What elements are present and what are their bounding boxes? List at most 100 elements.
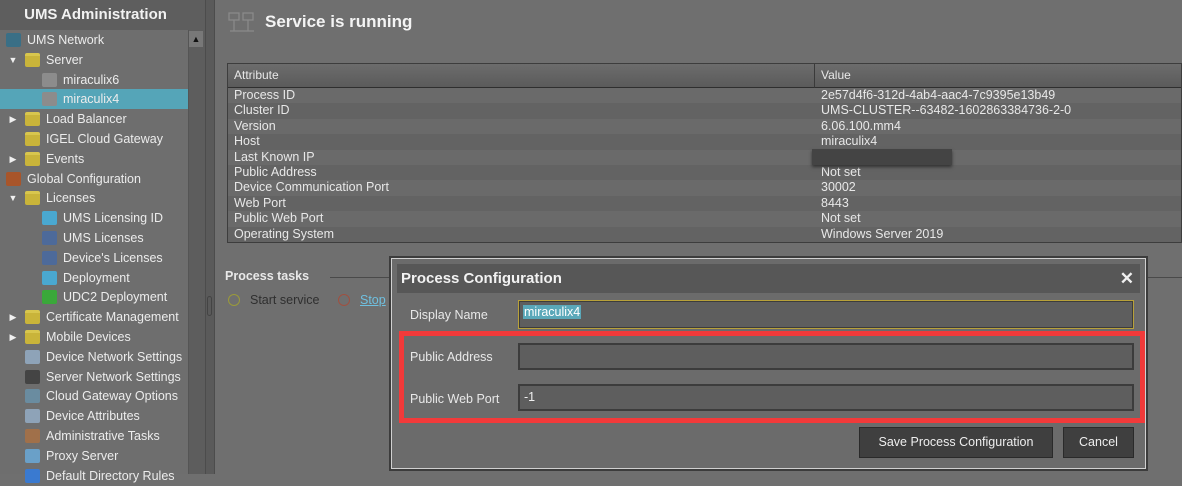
display-name-input[interactable]: miraculix4: [518, 300, 1134, 329]
tree-item[interactable]: Proxy Server: [0, 446, 188, 466]
network-status-icon: [228, 12, 256, 34]
attribute-cell: Process ID: [234, 88, 296, 102]
tree-item-label: Events: [46, 151, 85, 166]
folder-icon: [25, 132, 40, 146]
tree-item[interactable]: UMS Licenses: [0, 228, 188, 248]
deployment-icon: [42, 270, 57, 285]
table-row[interactable]: Cluster ID UMS-CLUSTER--63482-16028633847…: [228, 103, 1181, 119]
tree-item[interactable]: ▼ Server: [0, 50, 188, 70]
tree-item[interactable]: ▶ Load Balancer: [0, 109, 188, 129]
tree-item[interactable]: ▶ Certificate Management: [0, 307, 188, 327]
tree-item[interactable]: IGEL Cloud Gateway: [0, 129, 188, 149]
sidebar-scrollbar[interactable]: [188, 30, 205, 474]
folder-icon: [25, 151, 40, 166]
cancel-button[interactable]: Cancel: [1063, 427, 1134, 458]
table-row[interactable]: Last Known IP: [228, 150, 1181, 165]
tree-item-label: Mobile Devices: [46, 330, 131, 344]
attribute-cell: Public Web Port: [234, 211, 324, 226]
expand-right-icon[interactable]: ▶: [9, 153, 17, 164]
start-service-label: Start service: [250, 293, 320, 307]
table-row[interactable]: Version 6.06.100.mm4: [228, 119, 1181, 134]
tree-item-label: Device Network Settings: [46, 349, 183, 364]
sidebar: UMS Administration UMS Network ▼ Server mir…: [0, 0, 205, 483]
expand-right-icon[interactable]: ▶: [9, 312, 17, 323]
tree-item[interactable]: Device's Licenses: [0, 248, 188, 268]
table-row[interactable]: Device Communication Port 30002: [228, 180, 1181, 195]
save-process-configuration-button[interactable]: Save Process Configuration: [859, 427, 1053, 458]
attribute-cell: Operating System: [234, 226, 335, 241]
table-row[interactable]: Host miraculix4: [228, 134, 1181, 150]
tree-item-label: Cloud Gateway Options: [46, 389, 179, 404]
folder-icon: [25, 112, 40, 127]
tree-item[interactable]: Administrative Tasks: [0, 426, 188, 446]
value-cell: miraculix4: [821, 134, 878, 149]
folder-open-icon: [25, 52, 40, 67]
table-row[interactable]: Web Port 8443: [228, 195, 1181, 212]
device-license-icon: [42, 250, 57, 265]
dialog-title-bar: Process Configuration ✕: [397, 264, 1140, 293]
tree-item-label: Device Attributes: [46, 409, 140, 424]
device-network-icon: [25, 349, 40, 364]
tree-item[interactable]: Cloud Gateway Options: [0, 386, 188, 406]
tree-item-label: Server: [46, 52, 83, 67]
tree-item[interactable]: Global Configuration: [0, 169, 188, 189]
tree-item[interactable]: miraculix4: [0, 89, 188, 110]
tree-item[interactable]: Deployment: [0, 268, 188, 288]
dialog-title: Process Configuration: [401, 270, 562, 287]
tree-item[interactable]: UDC2 Deployment: [0, 287, 188, 307]
value-cell: Not set: [821, 165, 861, 179]
ums-network-icon: [6, 33, 21, 47]
table-row[interactable]: Process ID 2e57d4f6-312d-4ab4-aac4-7c9395…: [228, 88, 1181, 103]
table-row[interactable]: Public Address Not set: [228, 165, 1181, 181]
rules-icon: [25, 468, 40, 483]
cloud-gateway-icon: [25, 389, 40, 404]
clock-icon: [25, 429, 40, 443]
attribute-cell: Version: [234, 118, 276, 133]
licensing-id-icon: [42, 211, 57, 226]
tree-item-label: UMS Licensing ID: [63, 211, 164, 226]
expand-right-icon[interactable]: ▶: [9, 332, 17, 342]
process-configuration-dialog: Process Configuration ✕ Display Name mir…: [391, 258, 1146, 469]
divider-grip[interactable]: [207, 296, 212, 316]
tree-item[interactable]: ▶ Events: [0, 149, 188, 169]
tree-item-label: Global Configuration: [27, 171, 141, 186]
public-address-input[interactable]: [518, 343, 1134, 370]
value-cell: Not set: [821, 211, 861, 226]
value-cell: UMS-CLUSTER--63482-1602863384736-2-0: [821, 103, 1072, 118]
scroll-up-button[interactable]: ▲: [189, 31, 203, 47]
tree-item[interactable]: miraculix6: [0, 70, 188, 90]
global-config-icon: [6, 171, 21, 186]
tree-item-label: UMS Network: [27, 33, 105, 47]
public-web-port-input[interactable]: -1: [518, 384, 1134, 411]
tree-item[interactable]: Default Directory Rules: [0, 466, 188, 486]
value-cell: 2e57d4f6-312d-4ab4-aac4-7c9395e13b49: [821, 88, 1056, 102]
tree-item-label: Default Directory Rules: [46, 468, 175, 483]
column-header-attribute[interactable]: Attribute: [228, 64, 815, 88]
stop-service-label: Stop: [360, 293, 386, 307]
tree-item-label: miraculix4: [63, 92, 120, 107]
table-row[interactable]: Operating System Windows Server 2019: [228, 226, 1181, 242]
attribute-cell: Public Address: [234, 165, 317, 179]
tree-item[interactable]: ▶ Mobile Devices: [0, 327, 188, 347]
close-icon[interactable]: ✕: [1119, 269, 1134, 288]
column-header-value[interactable]: Value: [815, 64, 1181, 88]
server-icon: [42, 72, 57, 87]
table-row[interactable]: Public Web Port Not set: [228, 211, 1181, 226]
display-name-value: miraculix4: [523, 305, 582, 319]
split-pane-divider[interactable]: [205, 0, 215, 474]
tree-item[interactable]: Server Network Settings: [0, 367, 188, 387]
display-name-label: Display Name: [410, 308, 488, 322]
attribute-cell: Device Communication Port: [234, 180, 389, 195]
expand-down-icon[interactable]: ▼: [8, 193, 18, 204]
tree-item[interactable]: UMS Licensing ID: [0, 208, 188, 228]
expand-right-icon[interactable]: ▶: [9, 114, 17, 125]
expand-down-icon[interactable]: ▼: [8, 54, 18, 65]
tree-item[interactable]: UMS Network: [0, 30, 188, 50]
tree-item-label: Deployment: [63, 270, 130, 285]
tree-item-label: Administrative Tasks: [46, 429, 160, 443]
tree-item[interactable]: Device Attributes: [0, 406, 188, 426]
attribute-cell: Web Port: [234, 195, 286, 210]
tree-item-label: IGEL Cloud Gateway: [46, 132, 163, 146]
tree-item[interactable]: Device Network Settings: [0, 347, 188, 367]
tree-item[interactable]: ▼ Licenses: [0, 188, 188, 208]
